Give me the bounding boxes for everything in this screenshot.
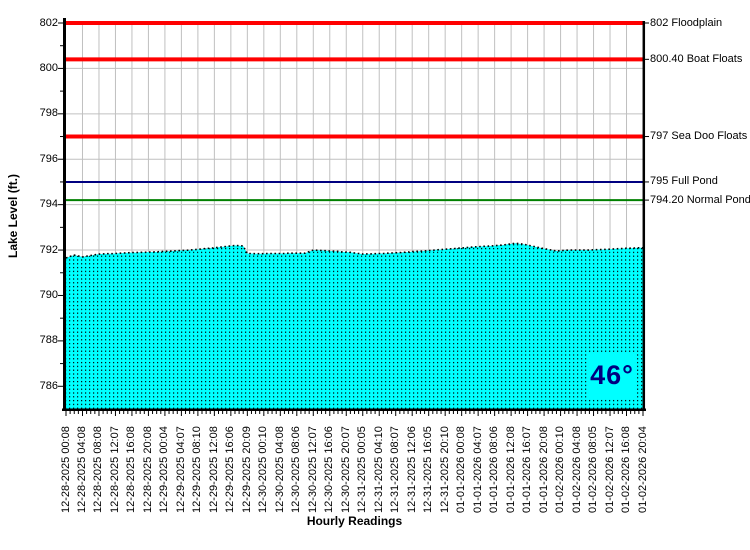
reference-line-label: 795 Full Pond (650, 175, 718, 188)
x-tick-label: 12-28-2025 08:08 (92, 426, 105, 513)
y-tick-label: 792 (39, 243, 58, 256)
x-tick-label: 01-01-2026 04:07 (471, 426, 484, 513)
x-tick-label: 12-28-2025 00:08 (59, 426, 72, 513)
x-tick-label: 12-28-2025 20:08 (141, 426, 154, 513)
reference-line-label: 800.40 Boat Floats (650, 52, 743, 65)
x-tick-label: 12-30-2025 04:08 (273, 426, 286, 513)
x-tick-label: 12-30-2025 12:07 (306, 426, 319, 513)
y-axis-title: Lake Level (ft.) (6, 173, 20, 259)
x-tick-label: 12-28-2025 16:08 (125, 426, 138, 513)
y-tick-label: 796 (39, 152, 58, 165)
x-tick-label: 01-01-2026 08:06 (488, 426, 501, 513)
x-tick-label: 12-29-2025 00:04 (158, 426, 171, 513)
x-tick-label: 01-01-2026 16:07 (521, 426, 534, 513)
temperature-badge: 46° (588, 352, 636, 399)
x-tick-label: 12-29-2025 08:10 (191, 426, 204, 513)
x-tick-label: 01-02-2026 04:08 (570, 426, 583, 513)
y-tick-label: 798 (39, 107, 58, 120)
x-tick-label: 12-28-2025 04:08 (75, 426, 88, 513)
y-tick-label: 794 (39, 198, 58, 211)
y-tick-label: 790 (39, 288, 58, 301)
y-tick-label: 802 (39, 16, 58, 29)
x-tick-label: 01-01-2026 12:08 (504, 426, 517, 513)
x-tick-label: 12-29-2025 20:09 (240, 426, 253, 513)
y-tick-label: 800 (39, 61, 58, 74)
x-tick-label: 12-30-2025 00:10 (257, 426, 270, 513)
x-axis-title: Hourly Readings (306, 514, 403, 528)
reference-line-label: 794.20 Normal Pond (650, 193, 750, 206)
x-tick-label: 12-30-2025 16:06 (323, 426, 336, 513)
x-tick-label: 12-31-2025 12:06 (405, 426, 418, 513)
x-tick-label: 12-30-2025 08:06 (290, 426, 303, 513)
x-tick-label: 12-31-2025 20:10 (438, 426, 451, 513)
x-tick-label: 12-29-2025 12:08 (207, 426, 220, 513)
reference-line-label: 802 Floodplain (650, 16, 723, 29)
x-tick-label: 01-02-2026 12:07 (603, 426, 616, 513)
x-tick-label: 01-02-2026 16:08 (620, 426, 632, 513)
x-tick-label: 12-28-2025 12:07 (108, 426, 121, 513)
y-tick-label: 786 (39, 379, 58, 392)
x-tick-label: 01-02-2026 08:05 (587, 426, 600, 513)
x-tick-label: 12-29-2025 16:06 (224, 426, 237, 513)
x-tick-label: 12-31-2025 08:07 (389, 426, 402, 513)
y-tick-label: 788 (39, 334, 58, 347)
x-tick-label: 12-31-2025 16:05 (422, 426, 435, 513)
x-tick-label: 01-02-2026 20:04 (636, 426, 649, 513)
x-tick-label: 12-31-2025 04:10 (372, 426, 385, 513)
x-tick-label: 12-29-2025 04:07 (174, 426, 187, 513)
x-tick-label: 01-01-2026 20:08 (537, 426, 550, 513)
x-tick-label: 12-31-2025 00:05 (356, 426, 369, 513)
x-tick-label: 01-01-2026 00:08 (455, 426, 468, 513)
x-tick-label: 01-02-2026 00:10 (554, 426, 567, 513)
x-tick-label: 12-30-2025 20:07 (339, 426, 352, 513)
reference-line-label: 797 Sea Doo Floats (650, 130, 748, 143)
